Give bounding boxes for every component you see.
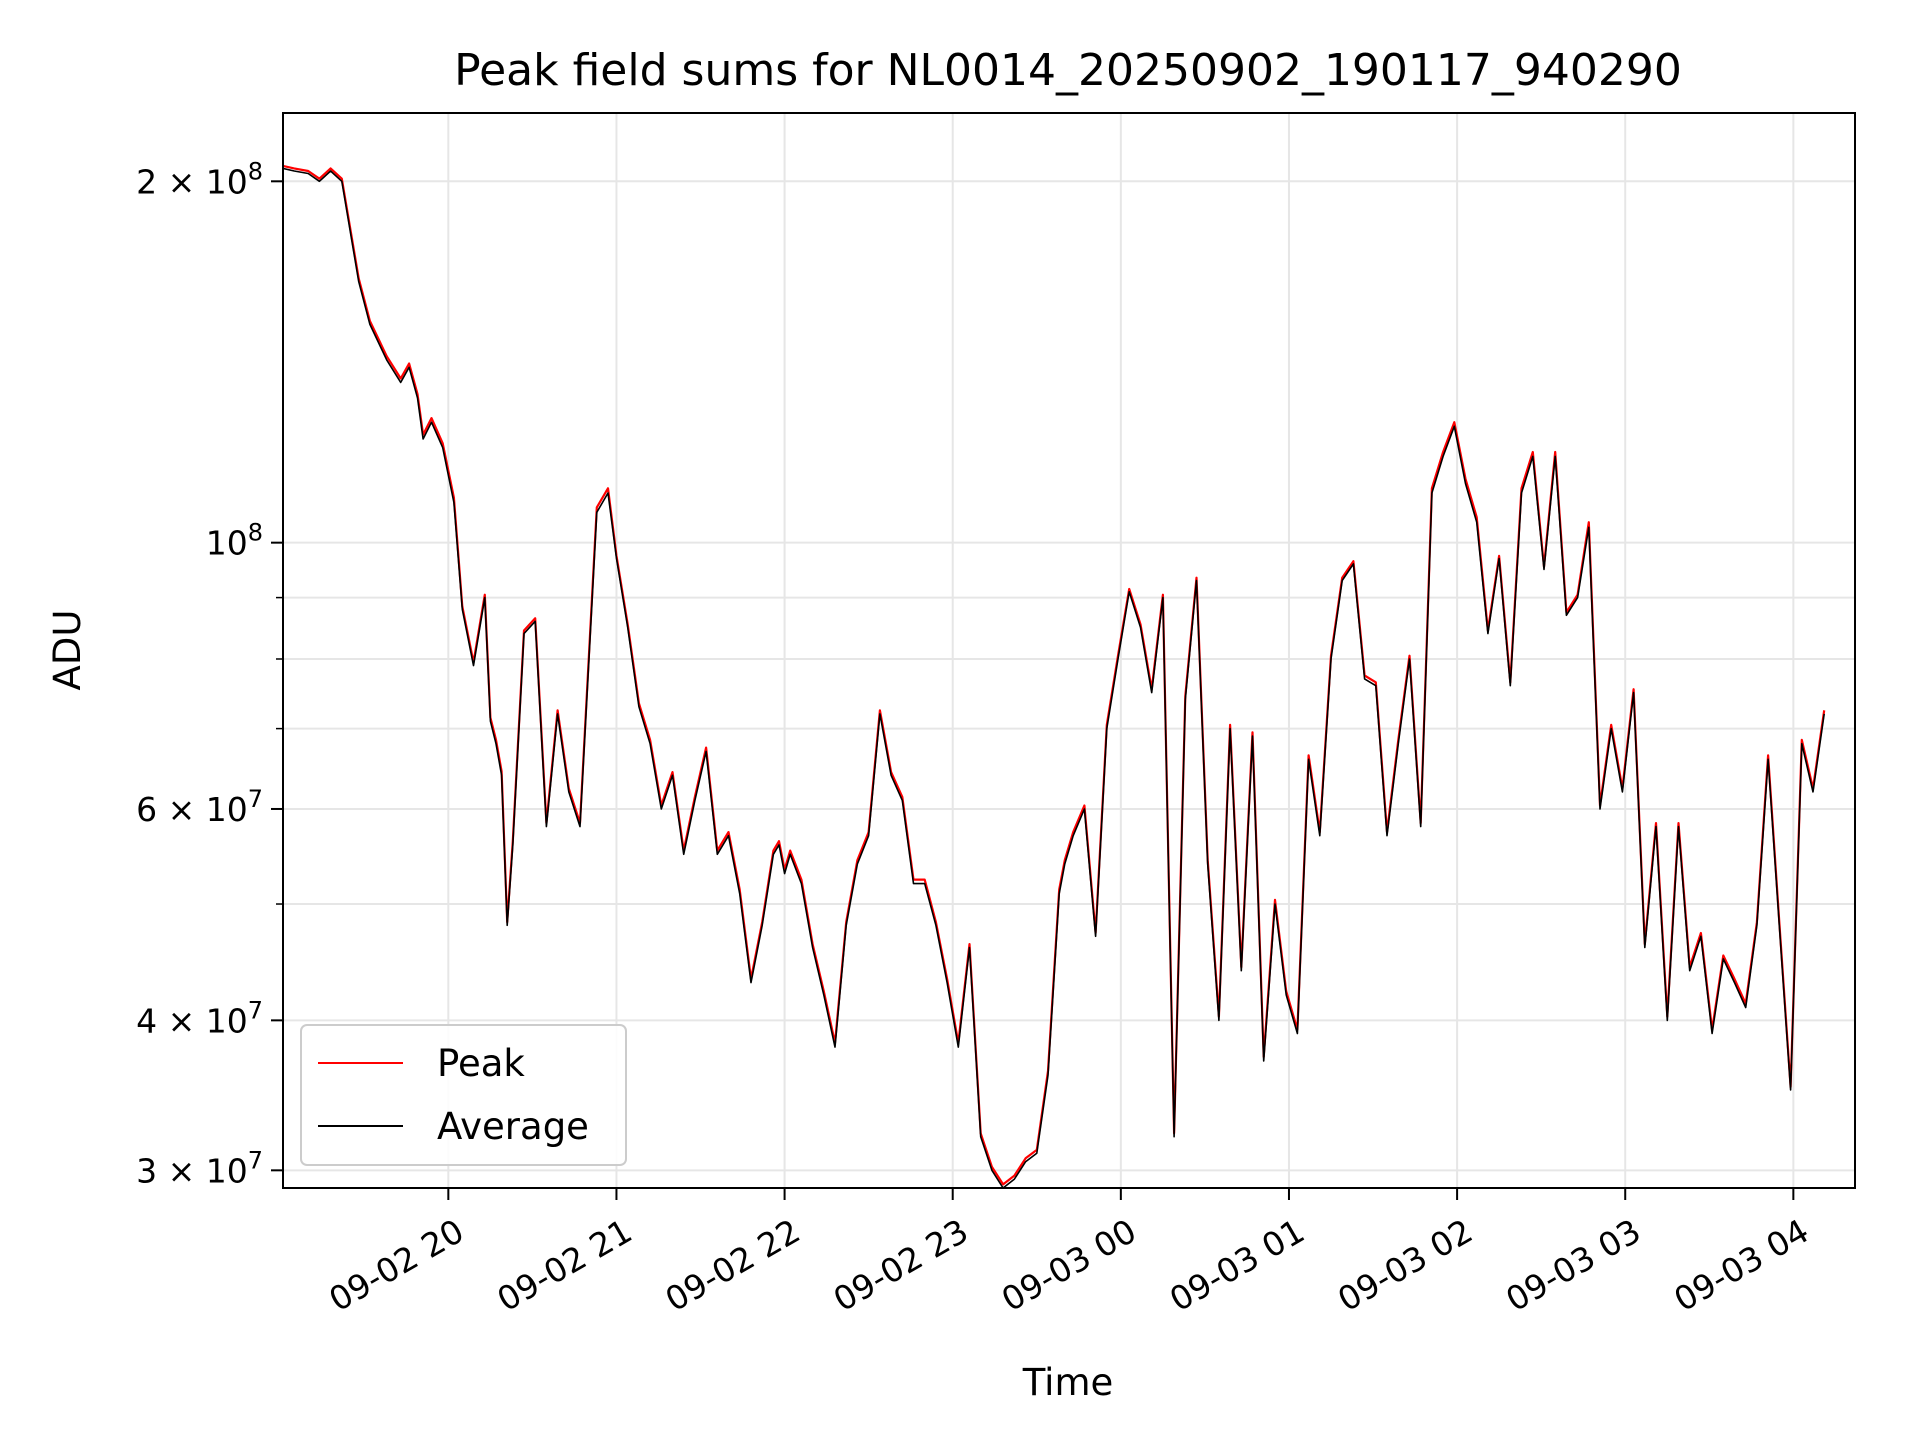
- legend: Peak Average: [300, 1024, 627, 1166]
- y-tick-label: 108: [206, 519, 263, 563]
- plot-frame: [282, 112, 1856, 1189]
- y-tick-label: 3 × 107: [136, 1146, 263, 1190]
- series-lines: [283, 164, 1826, 1188]
- x-axis-label: Time: [1022, 1361, 1114, 1404]
- y-axis-label: ADU: [46, 610, 89, 691]
- y-axis: 3 × 107 4 × 107 6 × 107 108 2 × 108: [136, 157, 283, 1190]
- chart-title: Peak field sums for NL0014_20250902_1901…: [454, 45, 1682, 96]
- y-tick-label: 6 × 107: [136, 785, 263, 829]
- y-tick-label: 4 × 107: [136, 996, 263, 1040]
- series-line-average: [283, 167, 1825, 1188]
- legend-box: [300, 1024, 627, 1166]
- legend-label-peak: Peak: [437, 1042, 525, 1085]
- legend-label-average: Average: [437, 1105, 589, 1148]
- grid-lines: [283, 113, 1855, 1188]
- y-tick-label: 2 × 108: [136, 157, 263, 201]
